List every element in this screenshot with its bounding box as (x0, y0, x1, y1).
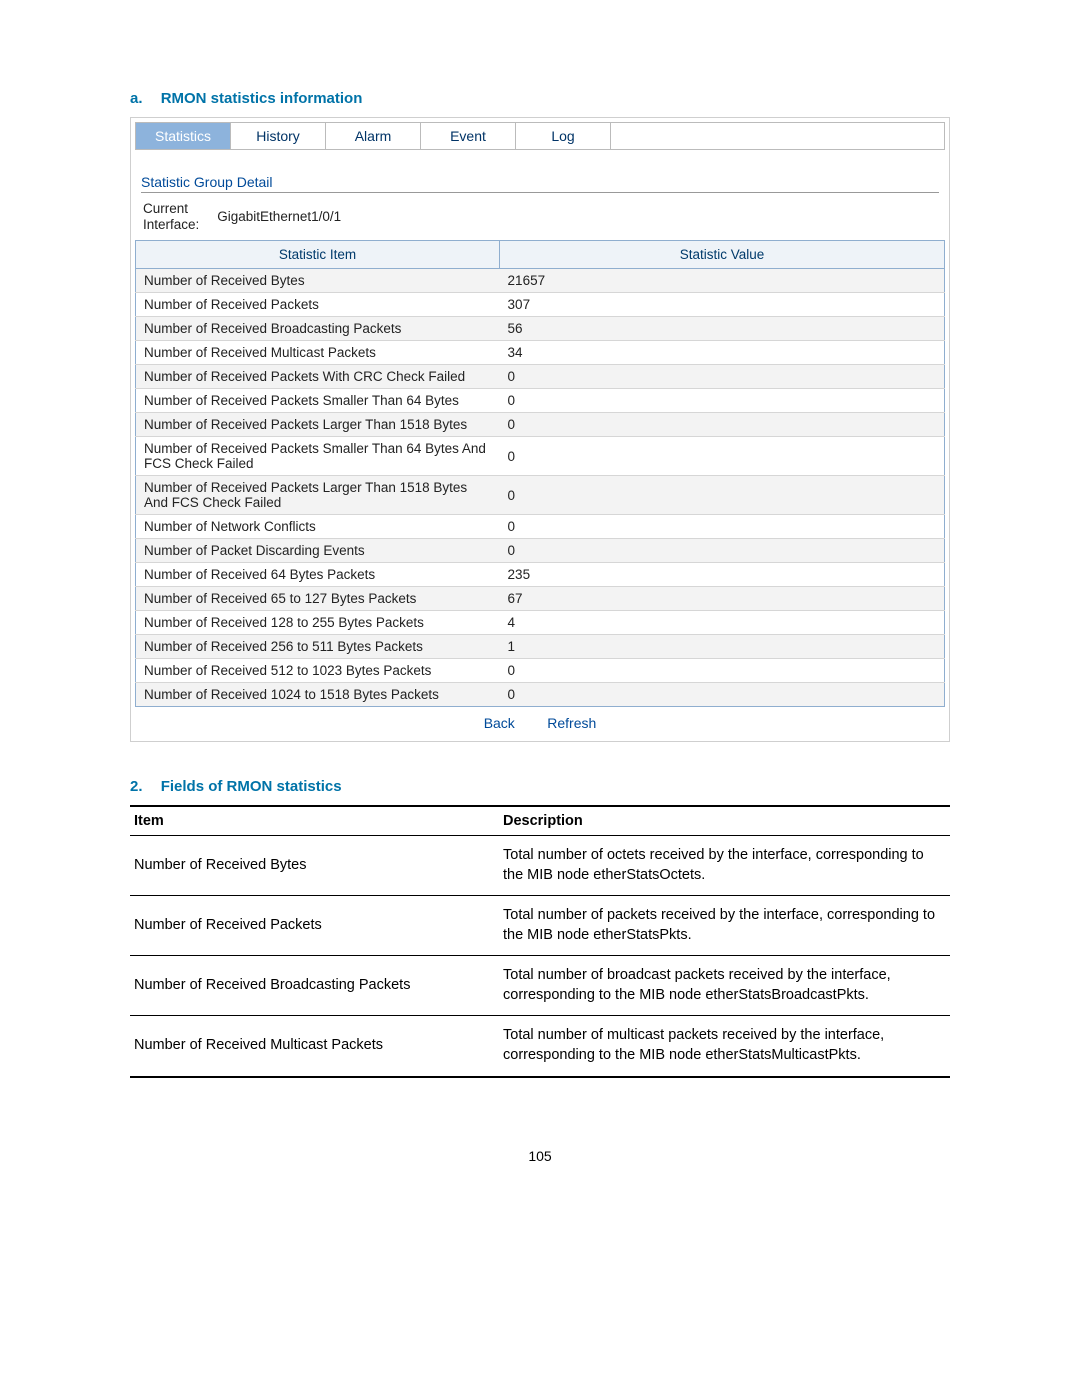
stat-item: Number of Received 1024 to 1518 Bytes Pa… (136, 683, 500, 707)
stat-item: Number of Received Packets With CRC Chec… (136, 365, 500, 389)
stat-item: Number of Received Multicast Packets (136, 341, 500, 365)
stat-item: Number of Received Packets Larger Than 1… (136, 476, 500, 515)
table-row: Number of Received Packets Larger Than 1… (136, 413, 945, 437)
table-row: Number of Received Packets Larger Than 1… (136, 476, 945, 515)
table-row: Number of Packet Discarding Events0 (136, 539, 945, 563)
table-row: Number of Received Bytes21657 (136, 269, 945, 293)
tab-history[interactable]: History (231, 123, 326, 150)
stat-value: 0 (500, 515, 945, 539)
stat-value: 21657 (500, 269, 945, 293)
stats-header-item: Statistic Item (136, 241, 500, 269)
stats-header-value: Statistic Value (500, 241, 945, 269)
table-row: Number of Received Broadcasting Packets5… (136, 317, 945, 341)
fields-header-item: Item (130, 806, 499, 836)
stat-value: 0 (500, 389, 945, 413)
stat-value: 0 (500, 437, 945, 476)
stats-table: Statistic Item Statistic Value Number of… (135, 240, 945, 707)
detail-separator (141, 192, 939, 193)
table-row: Number of Received 256 to 511 Bytes Pack… (136, 635, 945, 659)
table-row: Number of Received Packets Smaller Than … (136, 437, 945, 476)
stat-value: 0 (500, 659, 945, 683)
table-row: Number of Received Multicast Packets34 (136, 341, 945, 365)
section-a-heading: a. RMON statistics information (130, 90, 950, 107)
page-number: 105 (130, 1078, 950, 1164)
section-2-heading: 2. Fields of RMON statistics (130, 778, 950, 795)
detail-heading: Statistic Group Detail (135, 150, 945, 190)
field-item: Number of Received Packets (130, 896, 499, 956)
table-row: Number of Received Packets Smaller Than … (136, 389, 945, 413)
stat-value: 235 (500, 563, 945, 587)
stat-value: 1 (500, 635, 945, 659)
field-item: Number of Received Bytes (130, 836, 499, 896)
section-2-title: Fields of RMON statistics (161, 778, 342, 795)
tab-statistics[interactable]: Statistics (136, 123, 231, 150)
table-row: Number of Received BytesTotal number of … (130, 836, 950, 896)
table-row: Number of Received 1024 to 1518 Bytes Pa… (136, 683, 945, 707)
field-desc: Total number of multicast packets receiv… (499, 1016, 950, 1077)
tab-bar: Statistics History Alarm Event Log (135, 122, 945, 150)
iface-label-1: Current (143, 201, 188, 216)
stat-value: 0 (500, 365, 945, 389)
table-row: Number of Received Multicast PacketsTota… (130, 1016, 950, 1077)
table-row: Number of Received Packets With CRC Chec… (136, 365, 945, 389)
stat-item: Number of Network Conflicts (136, 515, 500, 539)
field-desc: Total number of octets received by the i… (499, 836, 950, 896)
stat-value: 67 (500, 587, 945, 611)
table-row: Number of Network Conflicts0 (136, 515, 945, 539)
tab-spacer (611, 123, 945, 150)
iface-label-2: Interface: (143, 217, 199, 232)
section-a-prefix: a. (130, 90, 143, 107)
stat-value: 0 (500, 683, 945, 707)
refresh-button[interactable]: Refresh (533, 715, 610, 731)
stat-item: Number of Received 512 to 1023 Bytes Pac… (136, 659, 500, 683)
table-row: Number of Received Packets307 (136, 293, 945, 317)
section-a-title: RMON statistics information (161, 90, 363, 107)
stat-value: 0 (500, 539, 945, 563)
section-2-prefix: 2. (130, 778, 143, 795)
stat-item: Number of Received 64 Bytes Packets (136, 563, 500, 587)
back-button[interactable]: Back (470, 715, 529, 731)
field-desc: Total number of broadcast packets receiv… (499, 956, 950, 1016)
stat-item: Number of Received 65 to 127 Bytes Packe… (136, 587, 500, 611)
stat-item: Number of Received Broadcasting Packets (136, 317, 500, 341)
tab-log[interactable]: Log (516, 123, 611, 150)
table-row: Number of Received Broadcasting PacketsT… (130, 956, 950, 1016)
stat-item: Number of Received Packets Smaller Than … (136, 389, 500, 413)
field-desc: Total number of packets received by the … (499, 896, 950, 956)
screenshot-panel: Statistics History Alarm Event Log Stati… (130, 117, 950, 742)
stat-item: Number of Packet Discarding Events (136, 539, 500, 563)
stat-item: Number of Received Bytes (136, 269, 500, 293)
stat-value: 56 (500, 317, 945, 341)
table-row: Number of Received 65 to 127 Bytes Packe… (136, 587, 945, 611)
field-item: Number of Received Broadcasting Packets (130, 956, 499, 1016)
table-row: Number of Received 128 to 255 Bytes Pack… (136, 611, 945, 635)
stat-item: Number of Received Packets (136, 293, 500, 317)
stat-value: 307 (500, 293, 945, 317)
stat-value: 34 (500, 341, 945, 365)
stat-item: Number of Received 128 to 255 Bytes Pack… (136, 611, 500, 635)
tab-event[interactable]: Event (421, 123, 516, 150)
stat-item: Number of Received Packets Smaller Than … (136, 437, 500, 476)
field-item: Number of Received Multicast Packets (130, 1016, 499, 1077)
table-row: Number of Received 64 Bytes Packets235 (136, 563, 945, 587)
stat-item: Number of Received 256 to 511 Bytes Pack… (136, 635, 500, 659)
tab-alarm[interactable]: Alarm (326, 123, 421, 150)
fields-table: Item Description Number of Received Byte… (130, 805, 950, 1078)
interface-row: Current Interface: GigabitEthernet1/0/1 (135, 199, 945, 240)
stat-value: 0 (500, 476, 945, 515)
table-row: Number of Received 512 to 1023 Bytes Pac… (136, 659, 945, 683)
stat-value: 0 (500, 413, 945, 437)
table-row: Number of Received PacketsTotal number o… (130, 896, 950, 956)
fields-header-desc: Description (499, 806, 950, 836)
stat-item: Number of Received Packets Larger Than 1… (136, 413, 500, 437)
stat-value: 4 (500, 611, 945, 635)
iface-value: GigabitEthernet1/0/1 (217, 209, 341, 224)
